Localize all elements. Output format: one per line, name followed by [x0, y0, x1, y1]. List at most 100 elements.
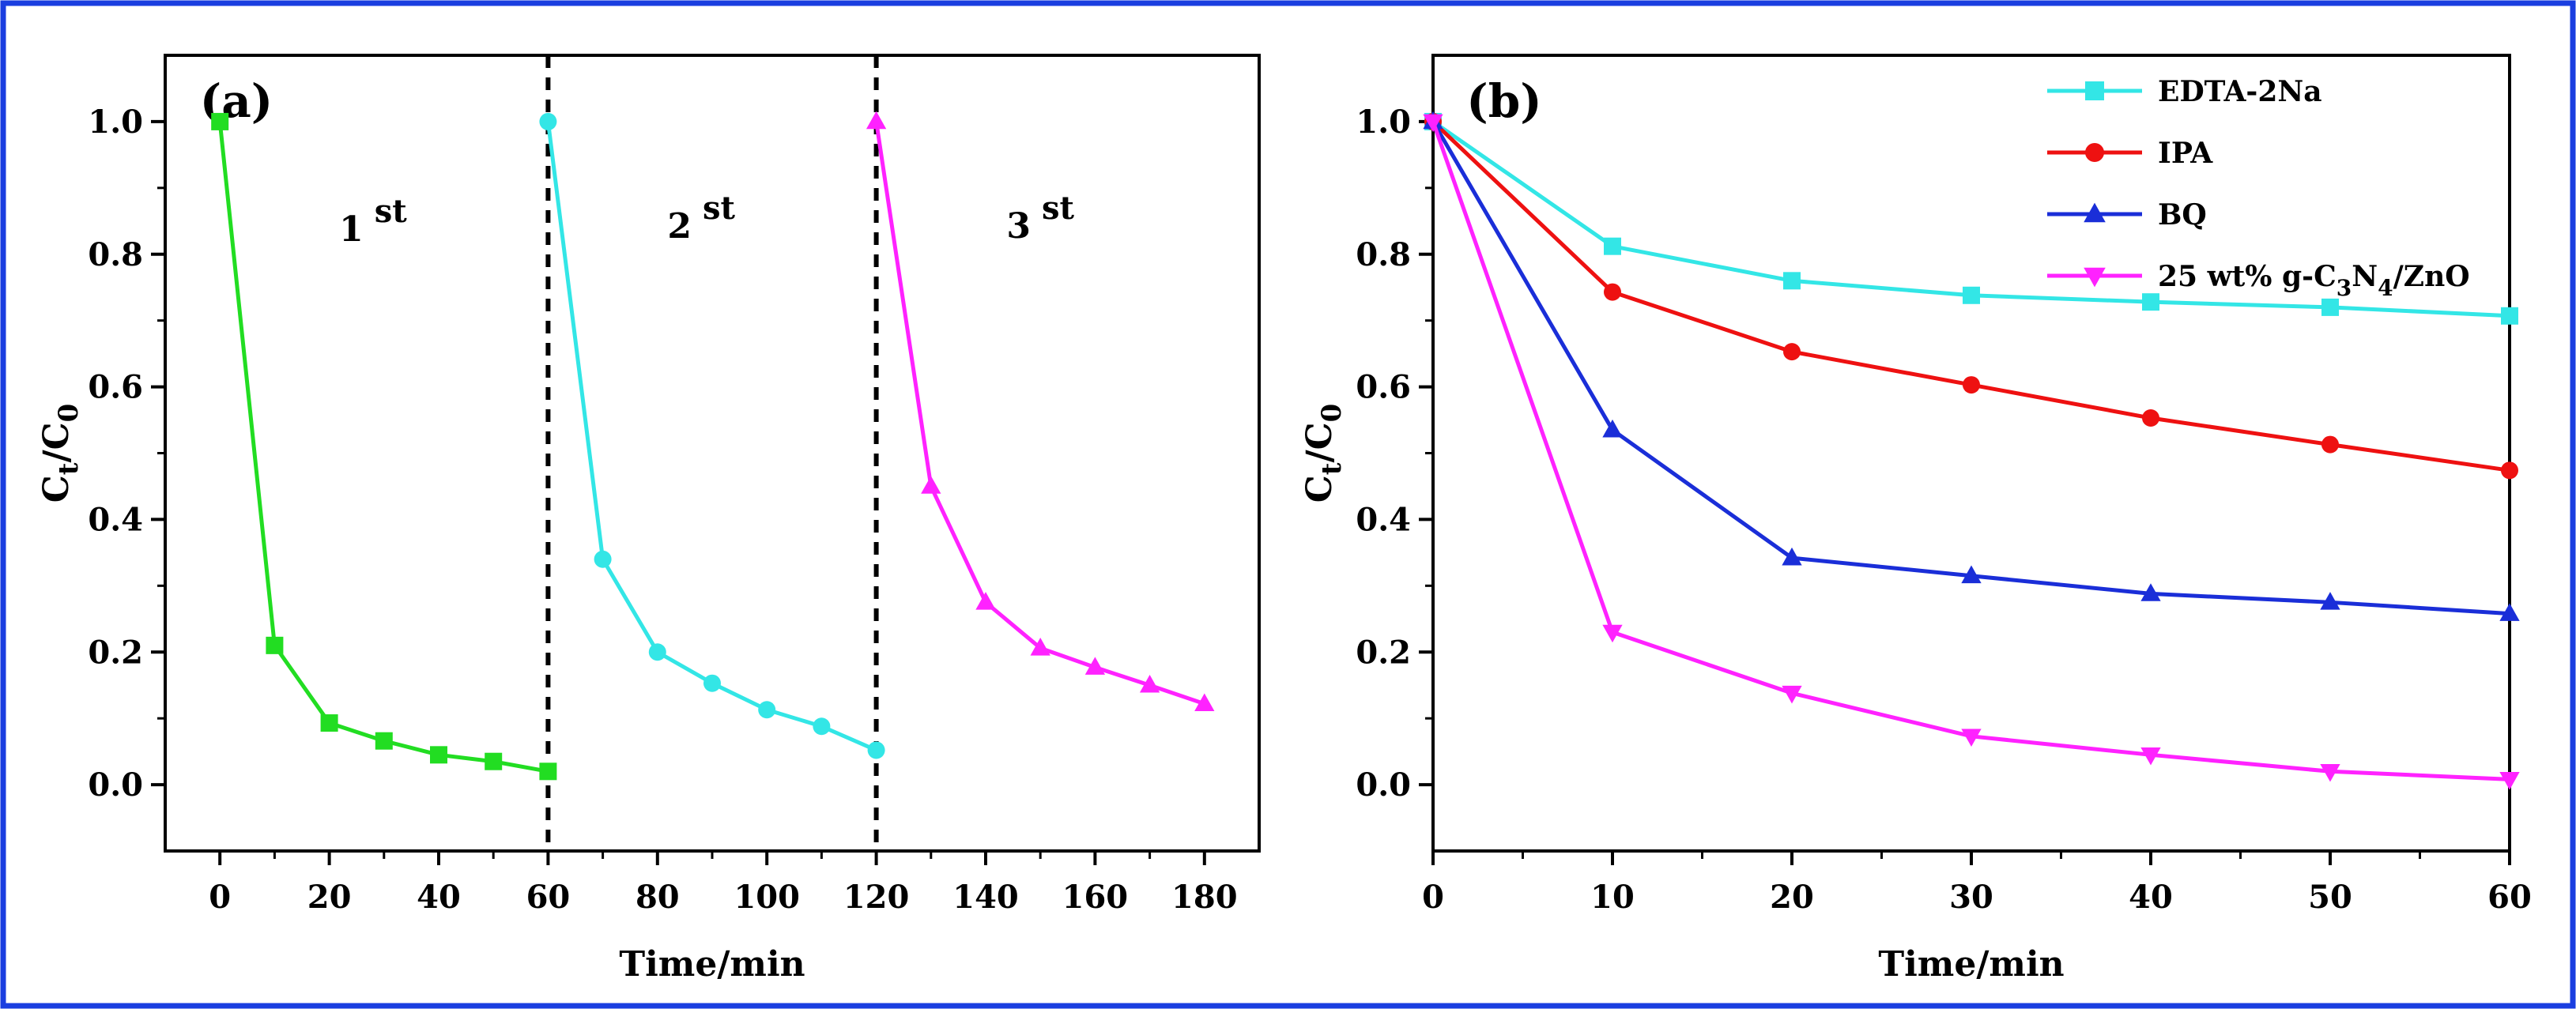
data-point: [1782, 685, 1802, 704]
y-tick-label: 0.4: [88, 501, 143, 538]
x-axis-label: Time/min: [1878, 944, 2064, 985]
legend-label: EDTA-2Na: [2158, 75, 2322, 108]
y-label-main: C: [1299, 475, 1340, 503]
y-label-main: C: [36, 475, 77, 503]
data-point: [813, 717, 831, 736]
y-tick-label: 1.0: [88, 104, 143, 141]
legend-label: 25 wt% g-C3N4/ZnO: [2158, 260, 2470, 301]
data-point: [2142, 409, 2159, 427]
data-point: [2140, 583, 2161, 601]
y-tick-label: 0.8: [88, 236, 143, 273]
data-point: [485, 752, 503, 770]
panel-a: 0 20 40 60 80 100 120 140 160 1800.00.20.40.60.81…: [36, 54, 1261, 985]
data-point: [1783, 343, 1801, 361]
x-tick-label: 40: [2129, 879, 2173, 916]
data-point: [1602, 624, 1623, 643]
x-axis-label: Time/min: [619, 944, 805, 985]
x-tick-label: 100: [734, 879, 800, 916]
y-tick-label: 0.6: [88, 369, 143, 406]
data-point: [1963, 286, 1980, 304]
data-point: [1604, 283, 1621, 301]
legend-label-part: N: [2352, 260, 2378, 293]
legend-label: BQ: [2158, 198, 2207, 232]
x-tick-label: 20: [307, 879, 352, 916]
panel-label: (a): [200, 74, 273, 128]
data-point: [375, 732, 393, 750]
data-point: [2320, 592, 2340, 610]
y-tick-label: 0.2: [88, 634, 143, 671]
data-point: [1604, 237, 1621, 255]
legend-label-part: BQ: [2158, 198, 2207, 232]
cycle-label-number: 3: [1006, 206, 1031, 247]
data-point: [2501, 307, 2518, 325]
data-point: [1194, 693, 1215, 712]
y-tick-label: 0.0: [88, 766, 143, 804]
y-label-mid: /C: [36, 422, 77, 462]
y-label-sub1: t: [1316, 462, 1348, 475]
data-point: [266, 636, 284, 654]
x-tick-label: 0: [209, 879, 231, 916]
data-point: [1084, 657, 1106, 675]
cycle-label-sup: st: [375, 193, 408, 230]
cycle-label: 3 st: [1006, 190, 1074, 247]
legend-label-part: 4: [2378, 275, 2393, 301]
data-point: [1963, 376, 1980, 394]
y-axis-label: Ct/C0: [36, 404, 85, 503]
data-point: [2320, 763, 2340, 782]
data-point: [648, 643, 666, 661]
cycle-label: 1 st: [339, 193, 407, 250]
data-point: [921, 476, 941, 494]
legend-label: IPA: [2158, 137, 2213, 170]
data-point: [1782, 547, 1802, 566]
data-point: [1423, 114, 1443, 133]
data-point: [1030, 638, 1050, 656]
cycle-label-sup: st: [703, 190, 736, 227]
legend-marker: [2085, 81, 2104, 100]
data-point: [1961, 565, 1982, 584]
y-axis-label: Ct/C0: [1299, 404, 1348, 503]
y-tick-label: 0.0: [1356, 766, 1411, 804]
data-point: [2499, 603, 2520, 621]
data-point: [2140, 747, 2161, 766]
panel-label: (b): [1466, 74, 1541, 128]
y-label-sub1: t: [53, 462, 85, 475]
x-tick-label: 180: [1171, 879, 1238, 916]
x-tick-label: 40: [417, 879, 461, 916]
data-point: [2142, 293, 2159, 311]
data-point: [2501, 461, 2518, 480]
y-label-sub2: 0: [53, 404, 85, 423]
y-tick-label: 0.6: [1356, 369, 1411, 406]
data-point: [1783, 272, 1801, 290]
x-tick-label: 160: [1062, 879, 1129, 916]
legend-marker: [2084, 267, 2106, 288]
data-point: [2321, 298, 2339, 316]
legend-label-part: 25 wt% g-C: [2158, 260, 2337, 293]
legend-label-part: IPA: [2158, 137, 2213, 170]
data-point: [2499, 772, 2520, 790]
x-tick-label: 140: [952, 879, 1019, 916]
data-point: [867, 741, 885, 759]
cycle-label-number: 1: [339, 209, 364, 250]
x-tick-label: 20: [1770, 879, 1814, 916]
data-point: [866, 111, 887, 130]
x-tick-label: 120: [843, 879, 910, 916]
data-point: [539, 762, 557, 781]
cycle-label-sup: st: [1042, 190, 1075, 227]
data-point: [2321, 435, 2339, 454]
x-tick-label: 0: [1422, 879, 1444, 916]
y-label-sub2: 0: [1316, 404, 1348, 423]
data-point: [975, 592, 996, 610]
panel-b: 0 10 20 30 40 50 600.00.20.40.60.81.0Time/minC…: [1299, 54, 2532, 985]
y-tick-label: 0.4: [1356, 501, 1411, 538]
data-point: [211, 112, 229, 130]
data-point: [1961, 729, 1982, 747]
x-tick-label: 50: [2308, 879, 2352, 916]
data-point: [758, 701, 776, 719]
y-tick-label: 0.8: [1356, 236, 1411, 273]
data-point: [1139, 675, 1160, 693]
cycle-label: 2 st: [667, 190, 735, 247]
x-tick-label: 30: [1949, 879, 1993, 916]
y-label-mid: /C: [1299, 422, 1340, 462]
legend-marker: [2084, 202, 2106, 223]
